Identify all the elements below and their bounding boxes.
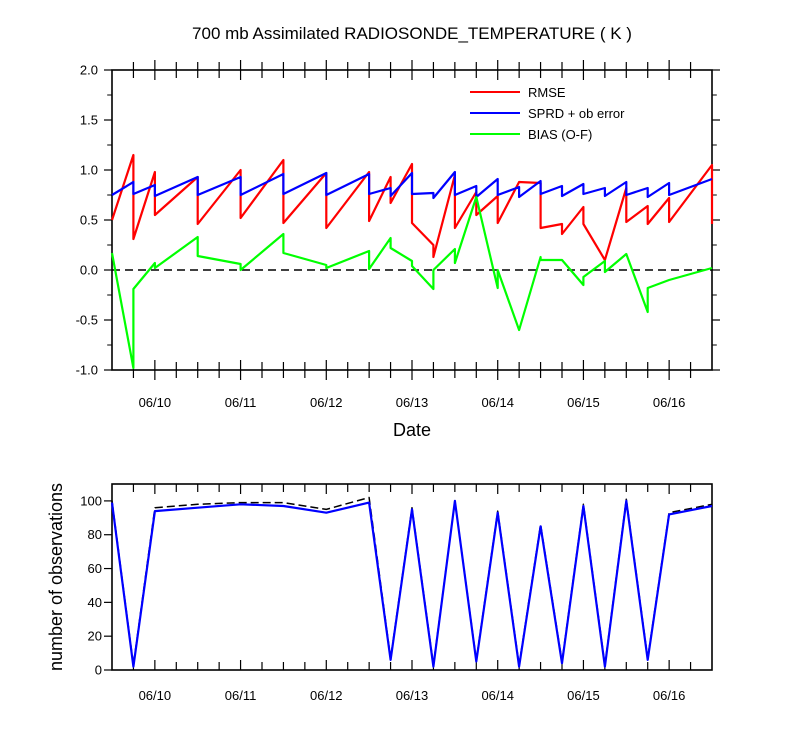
x-tick-label: 06/11: [225, 395, 257, 410]
y-tick-label: 100: [80, 493, 102, 508]
x-tick-label: 06/13: [396, 688, 429, 703]
x-tick-label: 06/16: [653, 395, 686, 410]
y-tick-label: 1.0: [80, 163, 98, 178]
y-tick-label: -1.0: [76, 363, 98, 378]
y-tick-label: -0.5: [76, 313, 98, 328]
x-tick-label: 06/10: [139, 395, 172, 410]
x-tick-label: 06/14: [481, 688, 514, 703]
y-tick-label: 1.5: [80, 113, 98, 128]
x-tick-label: 06/16: [653, 688, 686, 703]
x-tick-label: 06/15: [567, 395, 600, 410]
y-tick-label: 60: [88, 561, 102, 576]
y-tick-label: 0.0: [80, 263, 98, 278]
series-line-assimilated-observations: [110, 499, 713, 668]
chart-title: 700 mb Assimilated RADIOSONDE_TEMPERATUR…: [192, 24, 632, 43]
series-line-possible-observations: [111, 496, 713, 666]
rmse-bias-panel: 700 mb Assimilated RADIOSONDE_TEMPERATUR…: [76, 24, 720, 440]
series-line-bias-o-f: [110, 195, 713, 370]
legend-label-bias-o-f: BIAS (O-F): [528, 127, 592, 142]
x-tick-label: 06/12: [310, 395, 343, 410]
series-line-sprd-ob-error: [111, 170, 713, 200]
x-tick-label: 06/15: [567, 688, 600, 703]
y-tick-label: 2.0: [80, 63, 98, 78]
series-line-rmse: [110, 153, 714, 262]
observation-count-panel: 06/10 06/11 06/12 06/13 06/14 06/15 06/16 0 20 40…: [46, 483, 713, 703]
y-tick-label: 0: [95, 663, 102, 678]
x-tick-label: 06/13: [396, 395, 429, 410]
y-tick-label: 40: [88, 595, 102, 610]
y-tick-label: 0.5: [80, 213, 98, 228]
legend-label-rmse: RMSE: [528, 85, 566, 100]
x-tick-label: 06/11: [225, 688, 257, 703]
y-axis-title: number of observations: [46, 483, 66, 671]
x-tick-label: 06/14: [481, 395, 514, 410]
x-tick-label: 06/12: [310, 688, 343, 703]
x-tick-label: 06/10: [139, 688, 172, 703]
y-tick-label: 20: [88, 629, 102, 644]
y-tick-label: 80: [88, 527, 102, 542]
legend-label-sprd-ob-error: SPRD + ob error: [528, 106, 625, 121]
x-axis-title: Date: [393, 420, 431, 440]
